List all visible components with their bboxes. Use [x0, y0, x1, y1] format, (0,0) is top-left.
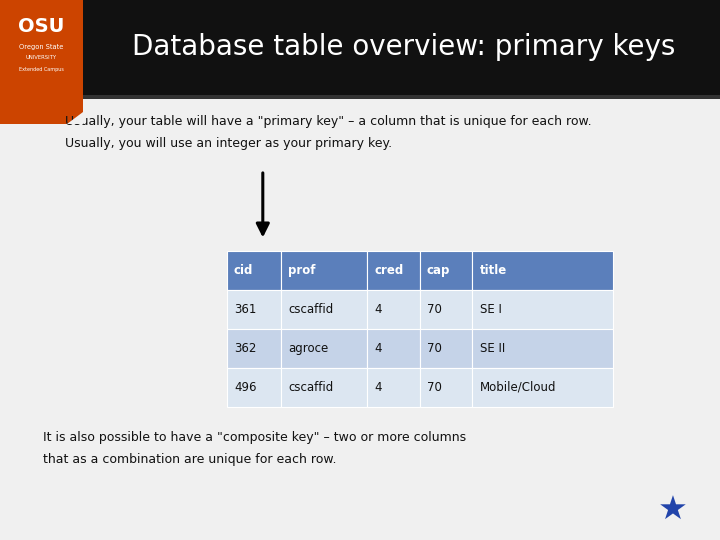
Text: 496: 496	[234, 381, 256, 394]
Text: cscaffid: cscaffid	[288, 303, 333, 316]
Text: ★: ★	[658, 494, 688, 527]
Bar	[472, 251, 613, 290]
Text: 70: 70	[427, 303, 442, 316]
Bar	[367, 368, 420, 407]
Text: cid: cid	[234, 264, 253, 277]
Bar	[227, 329, 281, 368]
Text: Usually, you will use an integer as your primary key.: Usually, you will use an integer as your…	[65, 137, 392, 150]
Text: OSU: OSU	[18, 17, 65, 36]
Bar	[227, 251, 281, 290]
Text: cscaffid: cscaffid	[288, 381, 333, 394]
FancyBboxPatch shape	[0, 94, 720, 99]
Bar	[420, 368, 472, 407]
Text: It is also possible to have a "composite key" – two or more columns: It is also possible to have a "composite…	[43, 431, 467, 444]
Text: 361: 361	[234, 303, 256, 316]
Bar	[420, 290, 472, 329]
Text: 70: 70	[427, 342, 442, 355]
Bar	[420, 251, 472, 290]
Bar	[472, 290, 613, 329]
Bar	[227, 368, 281, 407]
Bar	[281, 329, 367, 368]
Text: title: title	[480, 264, 507, 277]
Text: SE I: SE I	[480, 303, 501, 316]
Bar	[227, 290, 281, 329]
Text: that as a combination are unique for each row.: that as a combination are unique for eac…	[43, 453, 337, 465]
Text: 4: 4	[374, 342, 382, 355]
Text: cap: cap	[427, 264, 450, 277]
FancyBboxPatch shape	[0, 0, 720, 94]
Text: Mobile/Cloud: Mobile/Cloud	[480, 381, 556, 394]
Polygon shape	[67, 112, 83, 124]
Bar	[420, 329, 472, 368]
Text: 70: 70	[427, 381, 442, 394]
Text: Usually, your table will have a "primary key" – a column that is unique for each: Usually, your table will have a "primary…	[65, 115, 591, 128]
Text: agroce: agroce	[288, 342, 328, 355]
Bar	[472, 329, 613, 368]
Bar	[281, 251, 367, 290]
Bar	[367, 290, 420, 329]
Text: 4: 4	[374, 303, 382, 316]
Bar	[472, 368, 613, 407]
FancyBboxPatch shape	[0, 0, 83, 124]
Bar	[281, 368, 367, 407]
Text: prof: prof	[288, 264, 315, 277]
Text: UNIVERSITY: UNIVERSITY	[26, 55, 57, 60]
Text: 362: 362	[234, 342, 256, 355]
Text: cred: cred	[374, 264, 404, 277]
Text: Database table overview: primary keys: Database table overview: primary keys	[132, 33, 675, 61]
Text: SE II: SE II	[480, 342, 505, 355]
Text: 4: 4	[374, 381, 382, 394]
Bar	[281, 290, 367, 329]
Text: Extended Campus: Extended Campus	[19, 67, 64, 72]
Text: Oregon State: Oregon State	[19, 44, 63, 50]
Bar	[367, 329, 420, 368]
Bar	[367, 251, 420, 290]
